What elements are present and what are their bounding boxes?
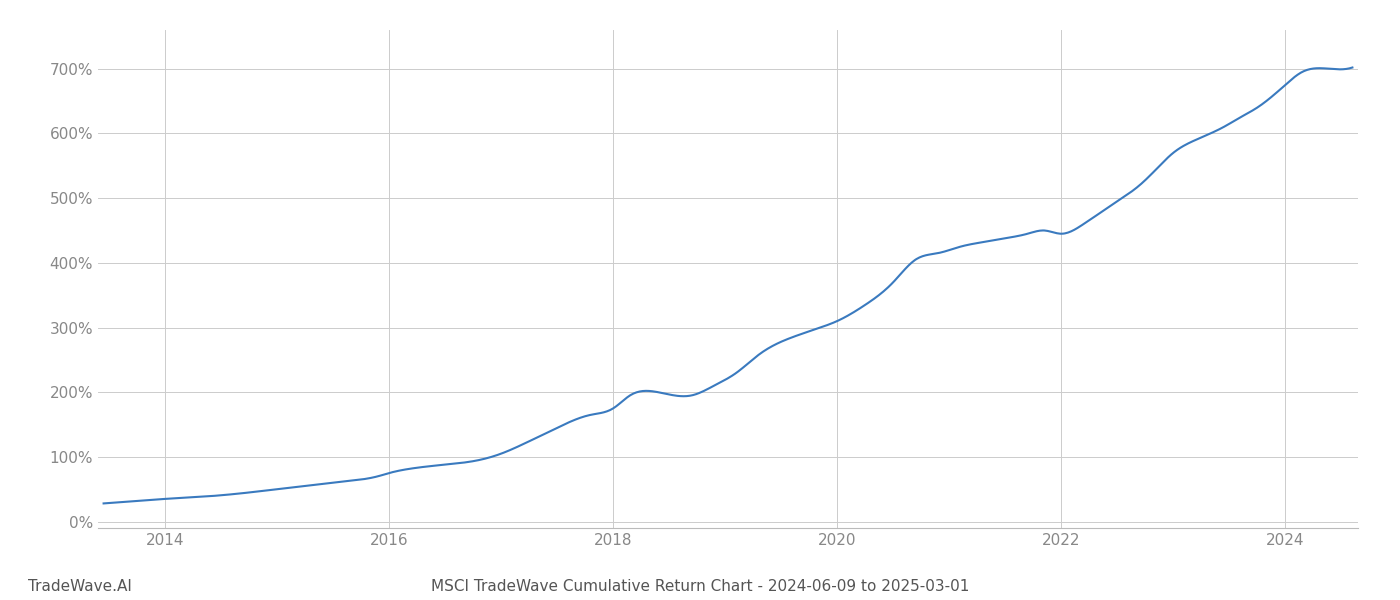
- Text: TradeWave.AI: TradeWave.AI: [28, 579, 132, 594]
- Text: MSCI TradeWave Cumulative Return Chart - 2024-06-09 to 2025-03-01: MSCI TradeWave Cumulative Return Chart -…: [431, 579, 969, 594]
